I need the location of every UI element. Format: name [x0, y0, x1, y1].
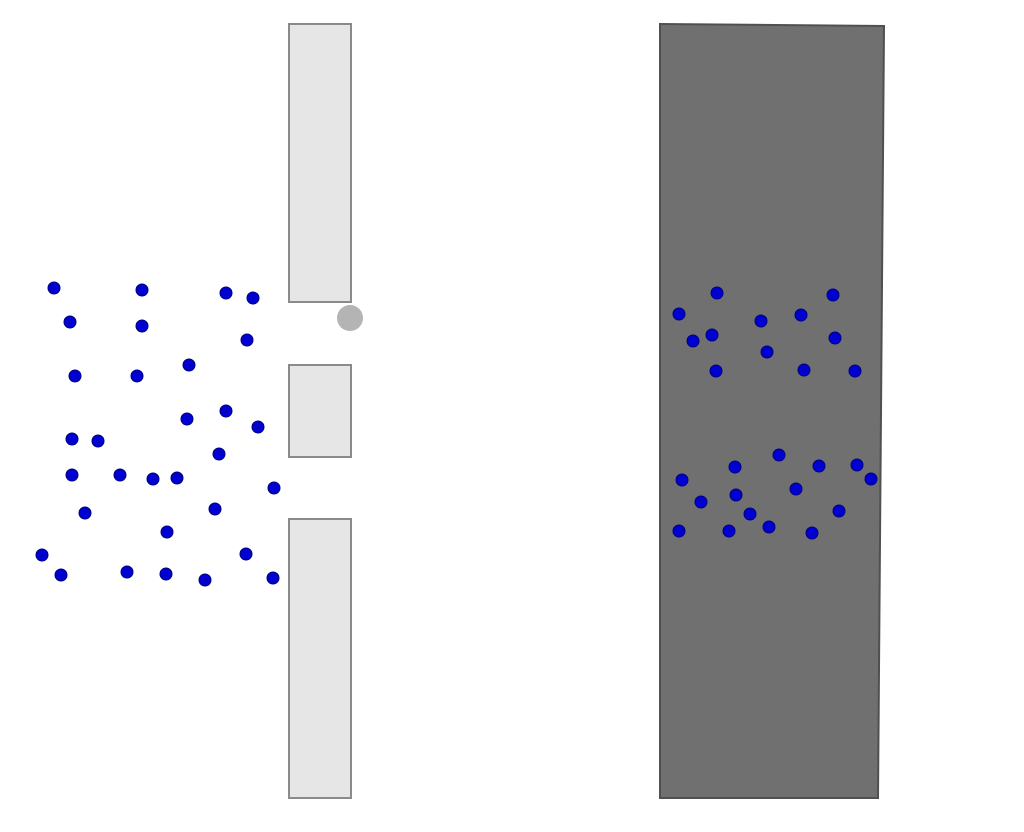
particle — [266, 571, 280, 585]
particle — [805, 526, 819, 540]
particle — [135, 319, 149, 333]
particles — [35, 281, 878, 587]
particle — [709, 364, 723, 378]
particle — [246, 291, 260, 305]
particle — [159, 567, 173, 581]
particle — [672, 307, 686, 321]
particle — [675, 473, 689, 487]
particle — [160, 525, 174, 539]
particle — [68, 369, 82, 383]
particle — [710, 286, 724, 300]
particle — [54, 568, 68, 582]
particle — [267, 481, 281, 495]
particle — [219, 286, 233, 300]
particle — [772, 448, 786, 462]
particle — [694, 495, 708, 509]
particle — [239, 547, 253, 561]
barrier-top — [288, 23, 352, 303]
particle — [198, 573, 212, 587]
particle — [78, 506, 92, 520]
particle — [113, 468, 127, 482]
particle — [91, 434, 105, 448]
particle — [832, 504, 846, 518]
particle — [812, 459, 826, 473]
particle — [47, 281, 61, 295]
handle[interactable] — [337, 305, 363, 331]
particle — [850, 458, 864, 472]
particle — [212, 447, 226, 461]
particle — [754, 314, 768, 328]
particle — [729, 488, 743, 502]
particle — [120, 565, 134, 579]
particle — [180, 412, 194, 426]
barrier-middle — [288, 364, 352, 458]
particle — [182, 358, 196, 372]
particle — [789, 482, 803, 496]
particle — [672, 524, 686, 538]
particle — [35, 548, 49, 562]
particle — [705, 328, 719, 342]
particle — [864, 472, 878, 486]
particle — [130, 369, 144, 383]
particle — [728, 460, 742, 474]
particle — [146, 472, 160, 486]
particle — [251, 420, 265, 434]
particle — [828, 331, 842, 345]
particle — [760, 345, 774, 359]
particle — [762, 520, 776, 534]
barrier-bottom — [288, 518, 352, 799]
particle — [65, 468, 79, 482]
particle — [722, 524, 736, 538]
particle — [63, 315, 77, 329]
detector-screen — [659, 22, 886, 799]
particle — [848, 364, 862, 378]
particle — [208, 502, 222, 516]
particle — [826, 288, 840, 302]
particle — [219, 404, 233, 418]
particle — [65, 432, 79, 446]
particle — [794, 308, 808, 322]
particle — [686, 334, 700, 348]
particle — [135, 283, 149, 297]
particle — [170, 471, 184, 485]
particle — [743, 507, 757, 521]
particle — [240, 333, 254, 347]
particle — [797, 363, 811, 377]
